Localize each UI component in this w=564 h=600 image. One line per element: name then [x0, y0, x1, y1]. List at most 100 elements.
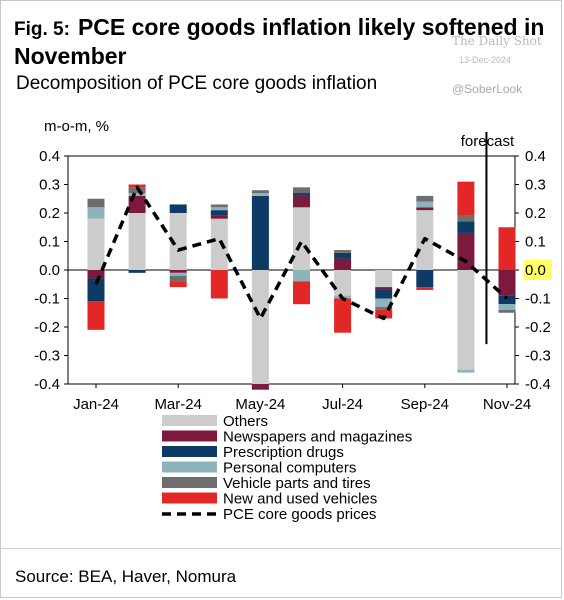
watermark-date: 13-Dec-2024 [459, 55, 512, 65]
bar-segment [210, 270, 228, 299]
y-tick-label-right: 0.0 [525, 262, 546, 279]
y-axis-label: m-o-m, % [44, 118, 109, 135]
bar-segment [375, 298, 393, 308]
bar-segment [498, 270, 516, 296]
legend-label: Prescription drugs [223, 444, 344, 461]
bar-segment [169, 281, 187, 288]
forecast-label: forecast [461, 133, 515, 150]
bar-segment [498, 309, 516, 313]
bar-segment [457, 270, 475, 370]
bar-segment [457, 232, 475, 270]
bar-segment [375, 287, 393, 290]
y-tick-label-left: -0.4 [34, 376, 60, 393]
bar-segment [87, 270, 105, 279]
bar-segment [210, 204, 228, 208]
bar-segment [416, 270, 434, 288]
legend-swatch [162, 430, 217, 442]
y-tick-label-right: 0.3 [525, 177, 546, 194]
y-tick-label-right: -0.4 [525, 376, 551, 393]
bar-segment [128, 270, 146, 273]
legend-swatch [162, 415, 217, 426]
y-tick-label-left: 0.0 [39, 262, 60, 279]
legend-label: New and used vehicles [223, 491, 377, 508]
x-tick-label: Nov-24 [483, 396, 531, 413]
x-tick-label: Sep-24 [401, 396, 449, 413]
bar-segment [251, 195, 269, 270]
bar-segment [498, 304, 516, 310]
x-tick-label: Jul-24 [322, 396, 363, 413]
bar-segment [457, 221, 475, 233]
legend-swatch [162, 492, 217, 504]
x-tick-label: May-24 [235, 396, 285, 413]
legend-label: Others [223, 413, 268, 430]
bar-segment [293, 193, 310, 196]
bar-segment [87, 218, 105, 270]
bar-segment [210, 210, 228, 216]
footer-divider [0, 548, 562, 549]
bar-segment [169, 275, 187, 282]
bar-segment [87, 198, 105, 208]
chart-subtitle: Decomposition of PCE core goods inflatio… [16, 73, 378, 94]
bar-segment [375, 309, 393, 319]
legend-swatch [162, 461, 217, 473]
bar-segment [87, 207, 105, 219]
bar-segment [293, 187, 310, 194]
bar-segment [334, 252, 352, 259]
bar-segment [416, 195, 434, 202]
bar-segment [293, 281, 310, 305]
y-tick-label-right: 0.4 [525, 148, 546, 165]
bar-segment [293, 207, 310, 270]
bar-segment [210, 218, 228, 270]
legend-swatch [162, 446, 217, 457]
watermark-name: The Daily Shot [452, 34, 542, 48]
y-tick-label-left: 0.4 [39, 148, 60, 165]
bar-segment [293, 270, 310, 282]
y-tick-label-left: -0.3 [34, 348, 60, 365]
bar-segment [251, 270, 269, 384]
bar-segment [251, 193, 269, 196]
bar-segment [128, 213, 146, 270]
legend-label: Vehicle parts and tires [223, 475, 371, 492]
y-tick-label-left: 0.3 [39, 177, 60, 194]
bar-segment [457, 215, 475, 222]
bar-segment [498, 227, 516, 270]
y-tick-label-right: 0.2 [525, 205, 546, 222]
title-text: PCE core goods inflation likely softened… [14, 14, 545, 69]
y-tick-label-right: -0.1 [525, 291, 551, 308]
legend-label: PCE core goods prices [223, 506, 376, 523]
bar-segment [293, 195, 310, 208]
bar-segment [169, 272, 187, 276]
bar-segment [375, 270, 393, 288]
bar-segment [498, 295, 516, 305]
y-tick-label-right: -0.3 [525, 348, 551, 365]
legend-label: Newspapers and magazines [223, 429, 412, 446]
bar-segment [334, 270, 352, 296]
y-tick-label-left: -0.1 [34, 291, 60, 308]
chart-title: Fig. 5: PCE core goods inflation likely s… [14, 14, 554, 69]
y-tick-label-left: 0.2 [39, 205, 60, 222]
legend-label: Personal computers [223, 460, 356, 477]
bar-segment [334, 258, 352, 270]
bar-segment [87, 278, 105, 302]
bar-segment [251, 384, 269, 390]
y-tick-label-left: -0.2 [34, 319, 60, 336]
bar-segment [251, 190, 269, 194]
pce-line [94, 185, 509, 321]
watermark-handle: @SoberLook [452, 82, 523, 96]
y-tick-label-right: 0.1 [525, 234, 546, 251]
bar-segment [169, 213, 187, 270]
bar-segment [169, 270, 187, 273]
figure-label: Fig. 5: [14, 19, 70, 40]
chart-svg: 0.4 0.4 0.3 0.3 0.2 0.2 0.1 0.1 0.0 0.0 -0.1 -0.1 -0… [34, 118, 552, 523]
bar-segment [87, 301, 105, 330]
bar-segment [457, 369, 475, 373]
bar-segment [375, 289, 393, 299]
bar-segment [334, 298, 352, 333]
bar-segment [128, 193, 146, 196]
bar-segment [169, 204, 187, 213]
bar-segment [210, 215, 228, 219]
y-tick-label-left: 0.1 [39, 234, 60, 251]
bar-segment [210, 207, 228, 211]
zero-highlight [524, 260, 552, 280]
